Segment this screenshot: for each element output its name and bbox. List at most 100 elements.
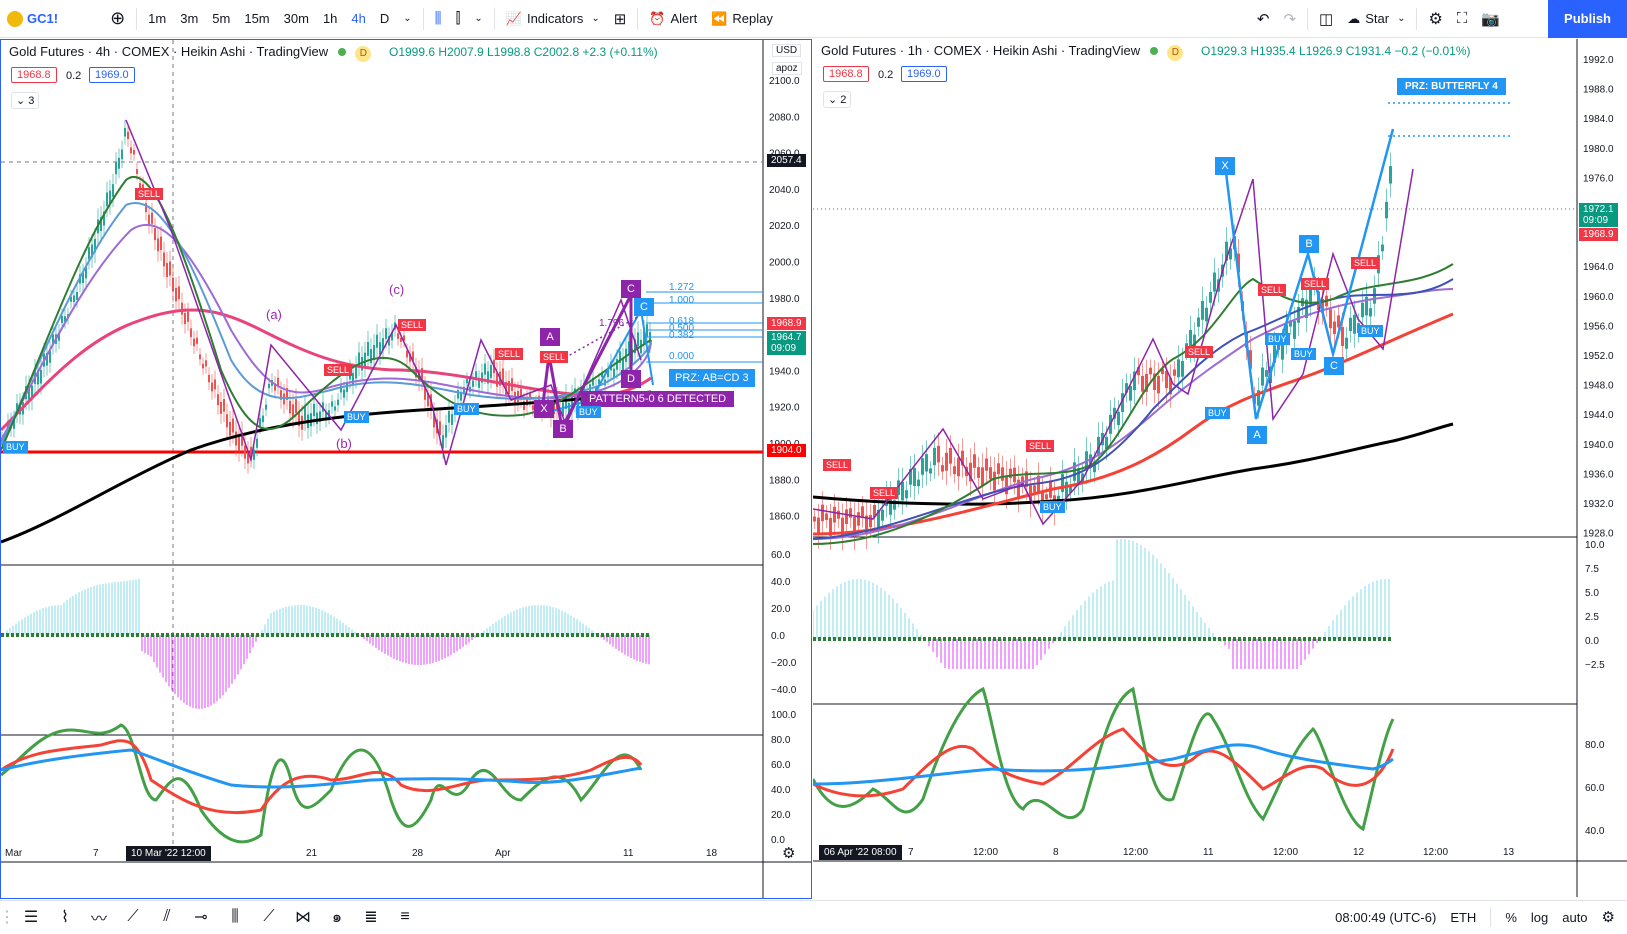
layout-grid-icon[interactable]: ⊞	[613, 10, 627, 28]
fib-retracement-icon[interactable]: ≣	[364, 909, 378, 926]
symbol-search[interactable]: GC1!	[0, 0, 65, 38]
candle-body	[187, 311, 189, 322]
camera-icon[interactable]: 📷	[1481, 10, 1500, 28]
left-bid-chip[interactable]: 1968.8	[11, 67, 57, 83]
left-chart-title[interactable]: Gold Futures · 4h · COMEX · Heikin Ashi …	[9, 44, 329, 59]
candle-body	[442, 435, 444, 449]
publish-button[interactable]: Publish	[1548, 0, 1627, 38]
drag-handle-icon[interactable]: ⋮	[0, 909, 15, 926]
interval-chevron-down-icon[interactable]: ⌄	[403, 13, 412, 24]
horizontal-ray-icon[interactable]: ⊸	[194, 909, 208, 926]
candle-body	[316, 412, 318, 425]
candle-body	[897, 480, 900, 495]
interval-15m[interactable]: 15m	[244, 11, 270, 26]
right-bid-chip[interactable]: 1968.8	[823, 66, 869, 82]
layout-split-icon[interactable]: ◫	[1319, 10, 1334, 28]
channel-icon[interactable]: ⫽	[163, 908, 171, 925]
candle-body	[118, 157, 120, 169]
fib-spiral-icon[interactable]: ๑	[331, 908, 343, 926]
right-chart-title[interactable]: Gold Futures · 1h · COMEX · Heikin Ashi …	[821, 43, 1141, 58]
trend-line-icon[interactable]: ⟋	[127, 908, 139, 925]
compare-add-icon[interactable]: ⊕	[110, 8, 126, 28]
candle-body	[73, 295, 75, 303]
candle-body	[1153, 373, 1156, 391]
layout-name-button[interactable]: ☁ Star ⌄	[1340, 0, 1412, 38]
left-ohlc: O1999.6 H2007.9 L1998.8 C2002.8 +2.3 (+0…	[388, 45, 658, 59]
candle-body	[37, 370, 39, 385]
candle-body	[70, 296, 72, 302]
interval-5m[interactable]: 5m	[212, 11, 231, 26]
elliott-wave-icon[interactable]: 〰	[90, 911, 107, 928]
signal-buy: BUY	[1358, 325, 1383, 337]
candle-body	[1249, 350, 1252, 369]
right-chart-canvas[interactable]: 1992.01988.01984.01980.01976.01972.01968…	[813, 39, 1627, 897]
left-chart-canvas[interactable]: 2100.02080.02060.02040.02020.02000.01980…	[1, 40, 811, 898]
candle-body	[379, 342, 381, 355]
abc-pattern-icon[interactable]: ⌇	[61, 909, 69, 926]
session-label[interactable]: ETH	[1450, 909, 1477, 925]
fullscreen-icon[interactable]: ⛶	[1456, 10, 1468, 27]
chart-type-chevron-down-icon[interactable]: ⌄	[474, 13, 483, 24]
candle-body	[1121, 393, 1124, 412]
pattern-point-d: D	[621, 370, 641, 388]
left-current-price-value: 1964.7	[771, 332, 802, 343]
time-tick-label: 12:00	[973, 847, 998, 858]
right-chart-header[interactable]: Gold Futures · 1h · COMEX · Heikin Ashi …	[821, 43, 1471, 61]
redo-icon[interactable]: ↷	[1283, 10, 1297, 28]
signal-sell: SELL	[1185, 346, 1214, 358]
interval-30m[interactable]: 30m	[283, 11, 309, 26]
fib-extension-icon[interactable]: ≡	[400, 908, 410, 925]
replay-button[interactable]: ⏪ Replay	[704, 0, 780, 38]
candle-body	[340, 385, 342, 393]
horizontal-lines-icon[interactable]: ☰	[23, 909, 39, 926]
candle-body	[637, 332, 639, 347]
clock-label[interactable]: 08:00:49 (UTC-6)	[1335, 909, 1437, 925]
left-scale-mode[interactable]: apoz	[772, 62, 802, 75]
fib-label-0500: 0.500	[669, 323, 695, 334]
time-tick-label: 12	[1353, 847, 1365, 858]
interval-d[interactable]: D	[379, 11, 390, 26]
left-chart-header[interactable]: Gold Futures · 4h · COMEX · Heikin Ashi …	[9, 44, 658, 62]
ray-icon[interactable]: ⟋	[263, 908, 275, 925]
auto-scale-toggle[interactable]: auto	[1562, 909, 1588, 925]
percent-scale-toggle[interactable]: %	[1505, 909, 1517, 925]
candle-body	[364, 352, 366, 367]
chart-type-candles-icon[interactable]: ⫿	[455, 10, 461, 27]
candle-body	[941, 465, 944, 472]
log-scale-toggle[interactable]: log	[1530, 909, 1549, 925]
right-spread: 0.2	[878, 69, 894, 81]
candle-body	[238, 436, 240, 451]
price-tick-label: 1940.0	[1583, 440, 1614, 451]
price-tick-label: 1932.0	[1583, 499, 1614, 510]
settings-gear-icon[interactable]: ⚙	[1428, 10, 1443, 28]
candle-body	[106, 192, 108, 207]
undo-icon[interactable]: ↶	[1256, 10, 1270, 28]
bars-pattern-icon[interactable]: ⫼	[231, 908, 239, 925]
right-indicators-collapse[interactable]: ⌄ 2	[823, 91, 852, 108]
candle-body	[881, 509, 884, 521]
rsi-tick-label: 0.0	[771, 835, 785, 846]
candle-body	[909, 469, 912, 485]
candle-body	[205, 360, 207, 367]
left-currency[interactable]: USD	[772, 44, 802, 57]
indicators-label: Indicators	[526, 11, 584, 26]
candle-body	[845, 509, 848, 525]
left-ask-chip[interactable]: 1969.0	[89, 67, 135, 83]
interval-1m[interactable]: 1m	[148, 11, 167, 26]
left-chart[interactable]: 2100.02080.02060.02040.02020.02000.01980…	[0, 39, 812, 899]
candle-body	[1017, 479, 1020, 499]
settings-gear-icon[interactable]: ⚙	[1601, 909, 1615, 926]
alert-button[interactable]: ⏰ Alert	[642, 0, 704, 38]
right-chart[interactable]: 1992.01988.01984.01980.01976.01972.01968…	[813, 39, 1627, 899]
symbol-label: GC1!	[27, 11, 59, 26]
interval-4h[interactable]: 4h	[351, 11, 366, 26]
interval-3m[interactable]: 3m	[180, 11, 199, 26]
left-axis-settings-gear-icon[interactable]: ⚙	[782, 845, 796, 862]
xabcd-pattern-icon[interactable]: ⋈	[295, 909, 311, 926]
right-ask-chip[interactable]: 1969.0	[901, 66, 947, 82]
left-indicators-collapse[interactable]: ⌄ 3	[11, 92, 40, 109]
candle-body	[1001, 467, 1004, 481]
interval-1h[interactable]: 1h	[322, 11, 338, 26]
indicators-button[interactable]: 📈 Indicators ⌄	[499, 0, 607, 38]
chart-type-bars-icon[interactable]: ⫼	[434, 10, 442, 27]
